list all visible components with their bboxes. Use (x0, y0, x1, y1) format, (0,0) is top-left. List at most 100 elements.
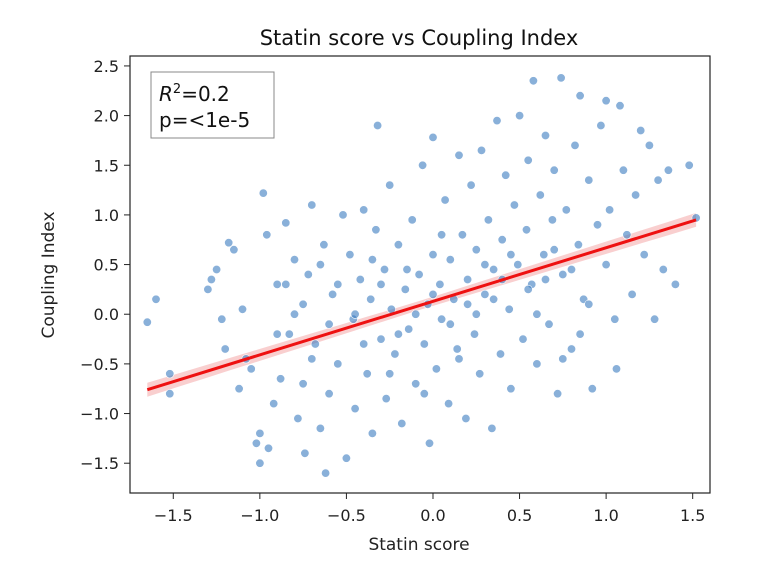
data-point (251, 438, 261, 448)
y-axis-label: Coupling Index (39, 211, 59, 338)
data-point (272, 329, 282, 339)
x-axis-label: Statin score (368, 535, 469, 555)
data-point (428, 250, 438, 260)
data-point (549, 245, 559, 255)
data-point (495, 349, 505, 359)
data-point (165, 369, 175, 379)
data-point (540, 131, 550, 141)
data-point (229, 245, 239, 255)
data-point (307, 200, 317, 210)
data-point (315, 423, 325, 433)
data-point (452, 344, 462, 354)
data-point (407, 215, 417, 225)
data-point (566, 264, 576, 274)
data-point (315, 260, 325, 270)
data-point (489, 294, 499, 304)
data-point (544, 319, 554, 329)
data-point (454, 150, 464, 160)
data-point (269, 399, 279, 409)
data-point (658, 264, 668, 274)
data-point (272, 279, 282, 289)
data-point (532, 359, 542, 369)
data-point (262, 230, 272, 240)
data-point (469, 329, 479, 339)
data-point (428, 289, 438, 299)
data-point (570, 140, 580, 150)
data-point (324, 319, 334, 329)
chart-title: Statin score vs Coupling Index (260, 26, 579, 50)
data-point (385, 369, 395, 379)
data-point (618, 165, 628, 175)
data-point (611, 364, 621, 374)
data-point (381, 394, 391, 404)
y-tick-label: −0.5 (80, 355, 119, 374)
data-point (535, 190, 545, 200)
data-point (539, 250, 549, 260)
data-point (293, 413, 303, 423)
data-point (684, 160, 694, 170)
data-point (298, 299, 308, 309)
x-tick-label: −1.0 (240, 506, 279, 525)
y-tick-label: 0.5 (94, 256, 119, 275)
x-tick-label: 1.0 (593, 506, 618, 525)
data-point (142, 317, 152, 327)
data-point (605, 205, 615, 215)
data-point (298, 379, 308, 389)
data-point (263, 443, 273, 453)
data-point (397, 418, 407, 428)
r-squared-label: R2=0.2 (159, 82, 230, 106)
data-point (367, 428, 377, 438)
data-point (596, 121, 606, 131)
data-point (566, 344, 576, 354)
data-point (255, 458, 265, 468)
data-point (321, 468, 331, 478)
data-point (454, 354, 464, 364)
data-point (489, 264, 499, 274)
data-point (523, 284, 533, 294)
data-point (428, 132, 438, 142)
data-point (437, 314, 447, 324)
data-point (521, 225, 531, 235)
data-point (300, 448, 310, 458)
data-point (515, 111, 525, 121)
data-point (393, 240, 403, 250)
data-point (289, 255, 299, 265)
data-point (466, 180, 476, 190)
data-point (475, 369, 485, 379)
data-point (523, 155, 533, 165)
data-point (471, 309, 481, 319)
x-tick-label: 0.5 (507, 506, 532, 525)
data-point (258, 188, 268, 198)
data-point (561, 205, 571, 215)
data-point (437, 230, 447, 240)
data-point (556, 73, 566, 83)
data-point (492, 116, 502, 126)
data-point (307, 354, 317, 364)
data-point (281, 279, 291, 289)
data-point (487, 423, 497, 433)
data-point (238, 304, 248, 314)
data-point (333, 359, 343, 369)
data-point (547, 215, 557, 225)
data-point (445, 255, 455, 265)
data-point (610, 314, 620, 324)
data-point (670, 279, 680, 289)
data-point (324, 389, 334, 399)
y-tick-label: 0.0 (94, 305, 119, 324)
data-point (463, 274, 473, 284)
p-value-label: p=<1e-5 (159, 108, 250, 132)
data-point (513, 260, 523, 270)
data-point (359, 205, 369, 215)
data-point (444, 399, 454, 409)
data-point (540, 274, 550, 284)
data-point (359, 339, 369, 349)
data-point (644, 140, 654, 150)
data-point (601, 96, 611, 106)
data-point (206, 274, 216, 284)
stats-annotation: R2=0.2 p=<1e-5 (150, 71, 275, 139)
data-point (440, 195, 450, 205)
data-point (615, 101, 625, 111)
x-axis-ticks: −1.5 −1.0 −0.5 0.0 0.5 1.0 1.5 (154, 493, 705, 525)
data-point (345, 250, 355, 260)
